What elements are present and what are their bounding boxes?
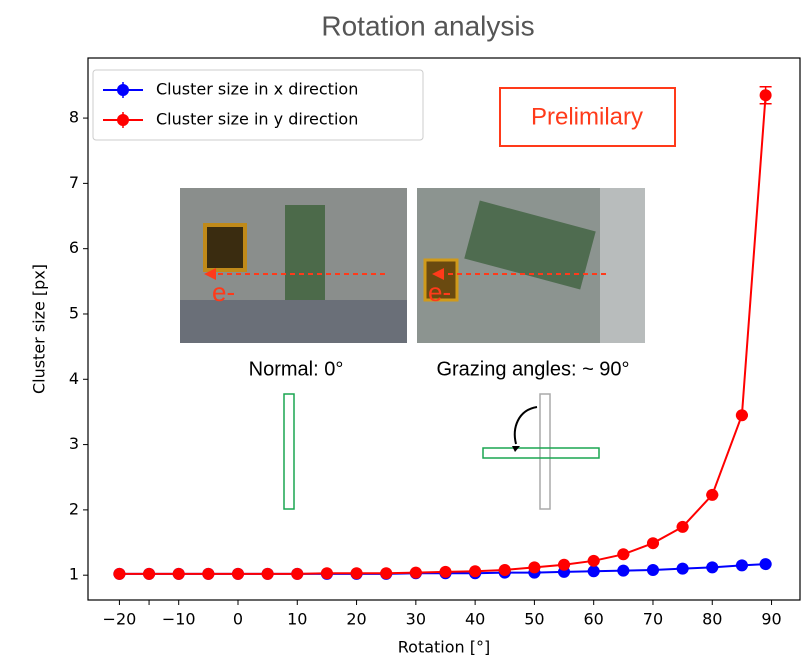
data-point [409,566,422,579]
data-point [706,488,719,501]
data-point [759,558,772,571]
x-tick-label: −10 [162,610,196,629]
x-axis-label: Rotation [°] [398,638,490,657]
x-tick-label: 80 [702,610,722,629]
y-tick-label: 4 [69,369,79,388]
data-point [735,559,748,572]
x-tick-label: 0 [233,610,243,629]
annotation-box [499,87,676,147]
data-point [587,554,600,567]
chart-title: Rotation analysis [321,10,534,41]
rotation-arrow [512,446,520,452]
legend-label: Cluster size in y direction [156,110,358,129]
legend-box [92,69,424,141]
data-point [676,562,689,575]
data-point [439,565,452,578]
data-point [202,567,215,580]
data-point [528,561,541,574]
data-point [231,567,244,580]
x-tick-label: 40 [465,610,485,629]
data-point [350,567,363,580]
x-tick-label: −20 [103,610,137,629]
annotation: Prelimilary [531,103,643,130]
y-axis-label: Cluster size [px] [30,264,49,394]
data-point [735,409,748,422]
y-tick-label: 2 [69,499,79,518]
x-tick-label: 60 [584,610,604,629]
y-tick-label: 6 [69,238,79,257]
data-point [172,567,185,580]
electron-label: e- [428,277,451,307]
data-point [587,565,600,578]
y-tick-label: 3 [69,434,79,453]
data-point [759,89,772,102]
data-point [261,567,274,580]
y-tick-label: 8 [69,108,79,127]
electron-label: e- [212,277,235,307]
data-point [706,561,719,574]
data-point [617,564,630,577]
photo-grazing [417,188,645,343]
y-tick-label: 1 [69,565,79,584]
data-point [558,558,571,571]
y-tick-label: 5 [69,303,79,322]
sensor-sketch [283,393,295,510]
x-tick-label: 20 [346,610,366,629]
plot-frame [87,57,801,601]
rotation-arrow [513,406,538,445]
data-point [380,567,393,580]
sensor-sketch [539,393,551,510]
x-tick-label: 10 [287,610,307,629]
sensor-sketch [482,447,600,459]
data-point [498,563,511,576]
data-point [113,567,126,580]
data-point [320,567,333,580]
y-tick-label: 7 [69,173,79,192]
legend-swatch [117,114,129,126]
data-point [143,567,156,580]
data-point [291,567,304,580]
data-point [469,565,482,578]
x-tick-label: 50 [524,610,544,629]
photo-normal [180,188,407,343]
legend-swatch [117,84,129,96]
annotation: Normal: 0° [249,358,344,380]
data-point [646,563,659,576]
legend-label: Cluster size in x direction [156,80,358,99]
x-tick-label: 90 [761,610,781,629]
annotation: Grazing angles: ~ 90° [436,358,629,380]
data-point [676,520,689,533]
data-point [617,548,630,561]
data-point [646,537,659,550]
x-tick-label: 70 [643,610,663,629]
x-tick-label: 30 [406,610,426,629]
